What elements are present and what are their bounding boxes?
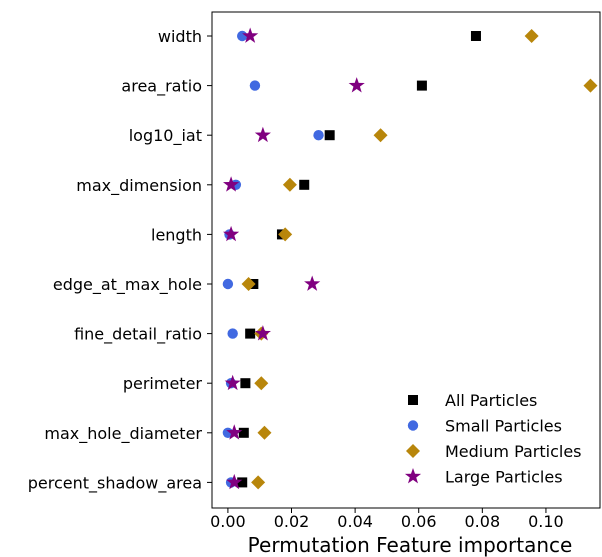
legend-label-large-particles: Large Particles xyxy=(445,468,563,487)
point-medium-particles-length xyxy=(278,227,293,242)
point-small-particles-area-ratio xyxy=(249,80,261,91)
legend-label-medium-particles: Medium Particles xyxy=(445,442,582,461)
point-large-particles-fine-detail-ratio xyxy=(254,325,271,341)
point-all-particles-log10-iat xyxy=(324,130,335,141)
legend-marker-large-particles xyxy=(404,468,422,484)
point-large-particles-area-ratio xyxy=(348,77,365,93)
point-all-particles-max-dimension xyxy=(299,179,310,190)
point-medium-particles-log10-iat xyxy=(373,128,388,143)
x-tick-label-0: 0.00 xyxy=(210,512,246,531)
y-tick-label-log10-iat: log10_iat xyxy=(129,126,202,146)
series-small-particles xyxy=(222,30,324,488)
y-tick-label-max-hole-diameter: max_hole_diameter xyxy=(44,424,202,444)
x-tick-label-5: 0.10 xyxy=(528,512,564,531)
point-large-particles-max-dimension xyxy=(223,176,240,192)
y-tick-label-area-ratio: area_ratio xyxy=(121,77,202,97)
x-tick-label-2: 0.04 xyxy=(337,512,373,531)
legend-marker-medium-particles xyxy=(406,444,420,458)
point-large-particles-log10-iat xyxy=(254,126,271,143)
point-medium-particles-perimeter xyxy=(254,376,269,391)
point-all-particles-fine-detail-ratio xyxy=(245,328,256,339)
point-medium-particles-max-hole-diameter xyxy=(257,425,272,440)
point-all-particles-percent-shadow-area xyxy=(237,477,248,488)
point-large-particles-perimeter xyxy=(224,374,241,391)
y-tick-label-edge-at-max-hole: edge_at_max_hole xyxy=(53,275,202,295)
point-medium-particles-width xyxy=(524,29,539,43)
point-medium-particles-area-ratio xyxy=(583,78,598,93)
point-large-particles-edge-at-max-hole xyxy=(304,275,321,291)
plot-frame xyxy=(211,11,601,509)
legend-label-small-particles: Small Particles xyxy=(445,417,562,436)
point-large-particles-percent-shadow-area xyxy=(226,473,243,490)
point-all-particles-area-ratio xyxy=(416,80,427,91)
x-tick-label-3: 0.06 xyxy=(401,512,437,531)
point-large-particles-max-hole-diameter xyxy=(226,424,243,440)
point-small-particles-fine-detail-ratio xyxy=(227,328,238,339)
marks-layer xyxy=(222,27,598,490)
y-tick-label-fine-detail-ratio: fine_detail_ratio xyxy=(74,325,202,345)
y-tick-label-length: length xyxy=(151,225,202,244)
legend-marker-all-particles xyxy=(408,395,418,405)
point-medium-particles-edge-at-max-hole xyxy=(241,277,256,291)
point-small-particles-edge-at-max-hole xyxy=(222,278,234,290)
point-medium-particles-max-dimension xyxy=(282,177,297,192)
point-all-particles-max-hole-diameter xyxy=(238,427,249,438)
x-tick-label-4: 0.08 xyxy=(465,512,501,531)
point-all-particles-width xyxy=(470,31,481,41)
legend-label-all-particles: All Particles xyxy=(445,391,537,410)
point-medium-particles-percent-shadow-area xyxy=(251,475,266,490)
point-large-particles-width xyxy=(242,27,259,43)
y-tick-label-percent-shadow-area: percent_shadow_area xyxy=(28,473,202,493)
y-tick-label-width: width xyxy=(158,27,202,46)
x-axis-label: Permutation Feature importance xyxy=(248,533,573,557)
y-tick-label-max-dimension: max_dimension xyxy=(76,176,202,196)
x-tick-label-1: 0.02 xyxy=(274,512,310,531)
point-all-particles-perimeter xyxy=(240,378,251,389)
point-small-particles-log10-iat xyxy=(313,130,324,141)
series-large-particles xyxy=(223,27,365,490)
legend: All Particles Small Particles Medium Parti… xyxy=(404,391,582,487)
series-medium-particles xyxy=(241,29,598,490)
point-large-particles-length xyxy=(223,225,240,242)
y-tick-label-perimeter: perimeter xyxy=(123,374,203,393)
legend-marker-small-particles xyxy=(407,420,419,431)
tick-layer: width area_ratio log10_iat max_dimensionlen… xyxy=(28,27,564,531)
